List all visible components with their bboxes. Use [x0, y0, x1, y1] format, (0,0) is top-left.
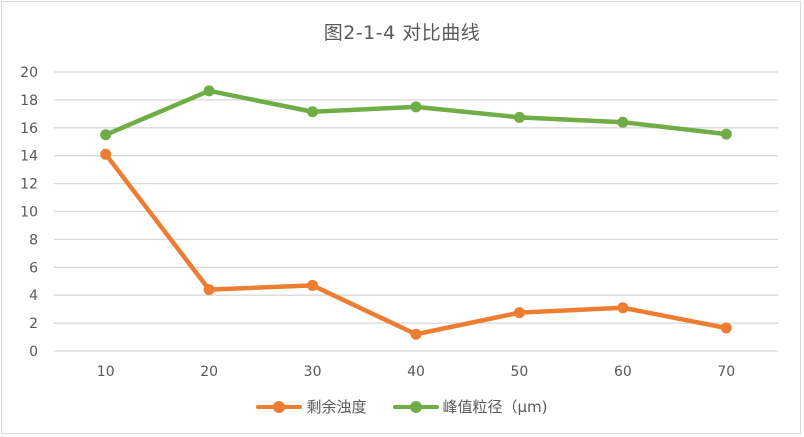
y-tick-label: 12	[20, 177, 38, 193]
legend-item-particle-size: 峰值粒径（μm)	[392, 396, 548, 417]
data-point-marker	[100, 148, 112, 160]
data-point-marker	[100, 129, 112, 141]
series-group	[100, 85, 732, 340]
y-tick-label: 8	[29, 232, 38, 248]
data-point-marker	[410, 101, 422, 113]
series-0	[100, 148, 732, 340]
y-tick-label: 4	[29, 288, 38, 304]
x-tick-label: 70	[717, 364, 735, 380]
data-point-marker	[203, 85, 215, 97]
x-tick-label: 10	[97, 364, 115, 380]
legend-marker-orange-icon	[256, 400, 303, 413]
x-tick-label: 20	[200, 364, 218, 380]
x-tick-label: 40	[407, 364, 425, 380]
gridlines	[54, 71, 778, 352]
data-point-marker	[720, 128, 732, 140]
data-point-marker	[307, 279, 319, 291]
y-tick-label: 18	[20, 93, 38, 109]
x-tick-label: 50	[511, 364, 529, 380]
y-tick-label: 0	[29, 344, 38, 360]
data-point-marker	[513, 307, 525, 319]
x-tick-label: 60	[614, 364, 632, 380]
legend-label: 峰值粒径（μm)	[442, 398, 548, 416]
data-point-marker	[617, 302, 629, 314]
data-point-marker	[720, 322, 732, 334]
y-tick-label: 16	[20, 121, 38, 137]
chart-title: 图2-1-4 对比曲线	[323, 22, 481, 44]
y-tick-label: 20	[20, 65, 38, 81]
data-point-marker	[617, 116, 629, 128]
series-1	[100, 85, 732, 141]
legend-marker-green-icon	[392, 400, 439, 413]
series-line	[103, 152, 729, 337]
data-point-marker	[410, 328, 422, 340]
y-tick-label: 6	[29, 260, 38, 276]
legend-item-turbidity: 剩余浊度	[256, 396, 367, 417]
data-point-marker	[307, 106, 319, 118]
legend: 剩余浊度 峰值粒径（μm)	[0, 396, 804, 417]
legend-label: 剩余浊度	[306, 398, 367, 416]
data-point-marker	[203, 284, 215, 296]
y-axis-ticks: 0 2 4 6 8 10 12 14 16 18 20	[20, 65, 38, 360]
x-axis-ticks: 10 20 30 40 50 60 70	[97, 364, 735, 380]
x-tick-label: 30	[304, 364, 322, 380]
data-point-marker	[513, 111, 525, 123]
y-tick-label: 2	[29, 316, 38, 332]
y-tick-label: 14	[20, 149, 38, 165]
y-tick-label: 10	[20, 205, 38, 221]
